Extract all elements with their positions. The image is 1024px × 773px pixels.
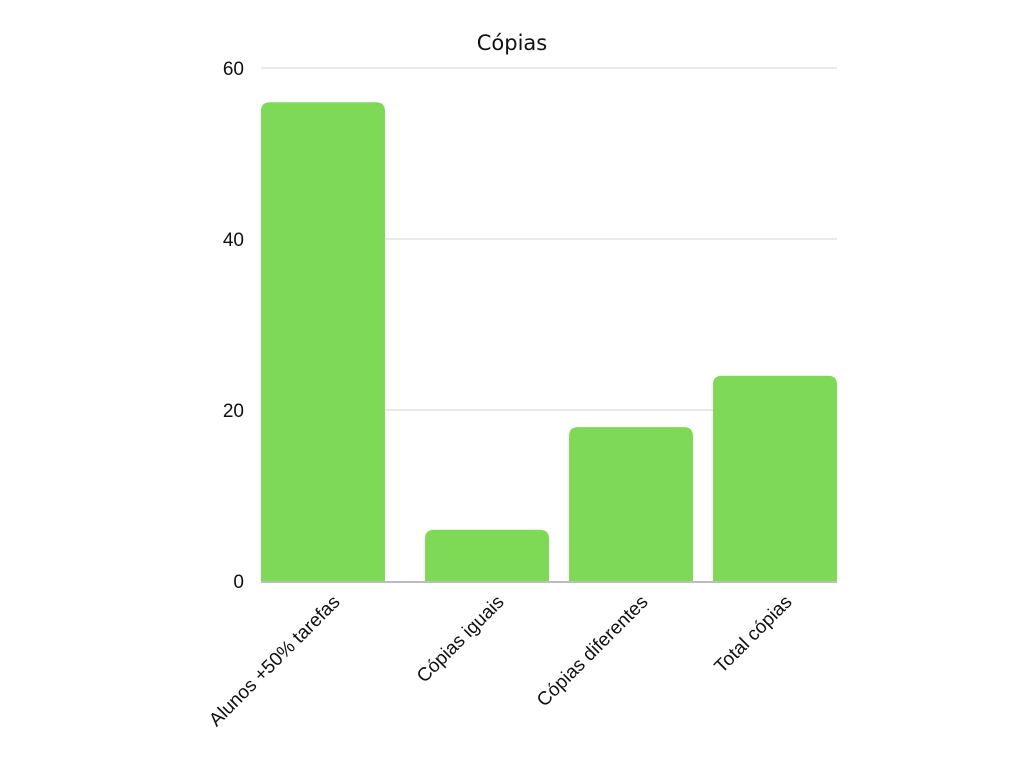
x-tick-label: Cópias diferentes [533, 592, 652, 711]
x-tick-label: Alunos +50% tarefas [205, 592, 344, 731]
y-tick-label: 40 [223, 230, 244, 251]
x-tick-label: Cópias iguais [413, 592, 509, 688]
x-axis: Alunos +50% tarefas Cópias iguais Cópias d… [205, 581, 837, 731]
y-tick-label: 0 [233, 572, 244, 593]
bars [261, 102, 837, 581]
bar [261, 102, 385, 581]
y-tick-label: 60 [223, 59, 244, 80]
x-tick-label: Total cópias [711, 592, 797, 678]
y-tick-label: 20 [223, 401, 244, 422]
bar [713, 375, 837, 581]
bar [425, 529, 549, 581]
chart-title: Cópias [477, 31, 548, 55]
y-axis: 0 20 40 60 [223, 59, 244, 593]
bar [569, 427, 693, 581]
